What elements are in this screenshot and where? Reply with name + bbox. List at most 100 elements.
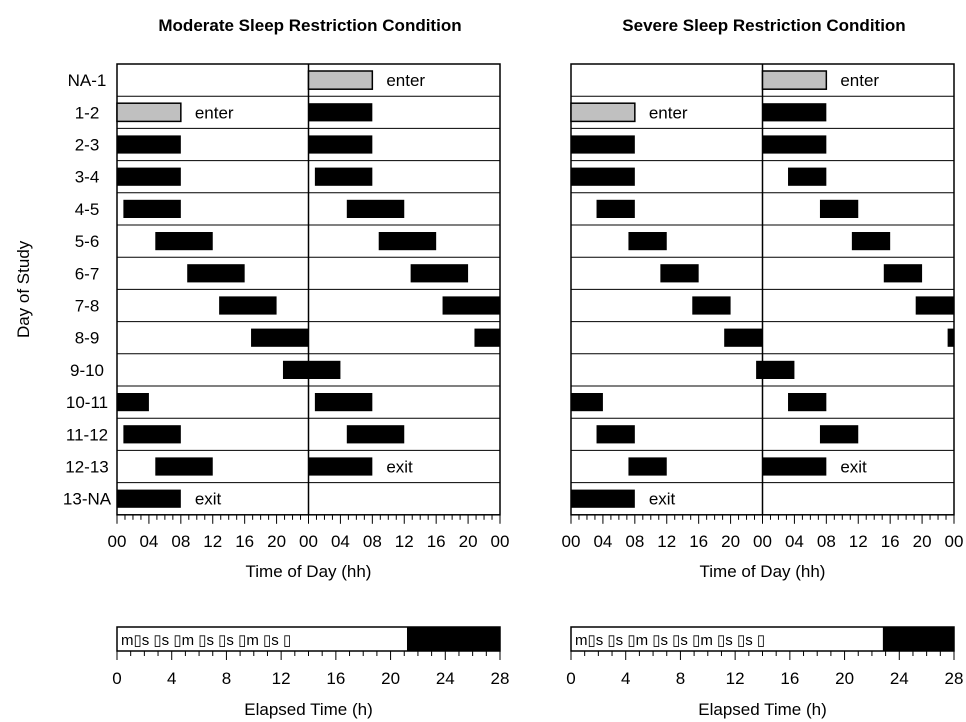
- sleep-bar: [155, 232, 213, 251]
- sleep-bar: [123, 199, 181, 218]
- x-tick-label: 00: [562, 532, 581, 551]
- x-tick-label: 12: [395, 532, 414, 551]
- x-tick-label: 20: [267, 532, 286, 551]
- sleep-bar: [219, 296, 277, 315]
- sleep-bar: [442, 296, 500, 315]
- day-label: 8-9: [75, 329, 100, 348]
- schedule-symbols: m▯s ▯s ▯m ▯s ▯s ▯m ▯s ▯s ▯: [575, 632, 765, 649]
- day-label: NA-1: [68, 71, 107, 90]
- elapsed-tick-label: 16: [326, 669, 345, 688]
- sleep-bar: [571, 393, 603, 412]
- sleep-bar: [660, 264, 699, 283]
- sleep-bar: [692, 296, 731, 315]
- sleep-bar: [915, 296, 954, 315]
- elapsed-tick-label: 4: [167, 669, 176, 688]
- elapsed-tick-label: 24: [436, 669, 455, 688]
- day-label: 9-10: [70, 361, 104, 380]
- row-annotation: exit: [195, 490, 222, 509]
- gray-sleep-bar: [307, 70, 374, 90]
- day-label: 5-6: [75, 232, 100, 251]
- elapsed-tick-label: 16: [780, 669, 799, 688]
- x-tick-label: 16: [427, 532, 446, 551]
- sleep-bar: [596, 199, 635, 218]
- sleep-bar: [251, 328, 309, 347]
- x-tick-label: 16: [881, 532, 900, 551]
- sleep-bar: [571, 135, 635, 154]
- row-annotation: enter: [386, 71, 425, 90]
- x-tick-label: 16: [689, 532, 708, 551]
- schedule-symbols: m▯s ▯s ▯m ▯s ▯s ▯m ▯s ▯: [121, 632, 291, 649]
- elapsed-tick-label: 20: [835, 669, 854, 688]
- day-label: 6-7: [75, 264, 100, 283]
- x-tick-label: 20: [459, 532, 478, 551]
- elapsed-tick-label: 0: [566, 669, 575, 688]
- day-label: 7-8: [75, 297, 100, 316]
- sleep-bar: [187, 264, 245, 283]
- sleep-bar: [314, 167, 373, 186]
- sleep-bar: [117, 393, 149, 412]
- day-label: 3-4: [75, 168, 100, 187]
- elapsed-sleep-bar: [406, 627, 500, 651]
- x-tick-label: 12: [849, 532, 868, 551]
- elapsed-axis-label: Elapsed Time (h): [244, 700, 373, 719]
- row-annotation: enter: [195, 103, 234, 122]
- panel-severe: Severe Sleep Restriction Condition enter e…: [562, 16, 964, 719]
- x-tick-label: 16: [235, 532, 254, 551]
- sleep-bar: [762, 103, 827, 122]
- sleep-bar: [308, 103, 373, 122]
- sleep-bar: [819, 425, 859, 444]
- row-annotation: enter: [840, 71, 879, 90]
- elapsed-tick-label: 12: [726, 669, 745, 688]
- sleep-bar: [117, 167, 181, 186]
- sleep-bar: [474, 328, 500, 347]
- panel-moderate: Moderate Sleep Restriction Condition ente…: [108, 16, 510, 719]
- elapsed-tick-label: 12: [272, 669, 291, 688]
- x-tick-label: 04: [593, 532, 612, 551]
- elapsed-tick-label: 20: [381, 669, 400, 688]
- x-tick-label: 08: [171, 532, 190, 551]
- sleep-bar: [628, 232, 667, 251]
- x-tick-label: 12: [657, 532, 676, 551]
- sleep-bar: [410, 264, 469, 283]
- elapsed-tick-label: 8: [676, 669, 685, 688]
- sleep-bar: [762, 135, 827, 154]
- row-annotation: enter: [649, 103, 688, 122]
- gray-sleep-bar: [761, 70, 828, 90]
- x-tick-label: 00: [299, 532, 318, 551]
- row-annotation: exit: [649, 490, 676, 509]
- sleep-bar: [851, 232, 891, 251]
- x-tick-label: 08: [817, 532, 836, 551]
- sleep-bar: [724, 328, 763, 347]
- elapsed-tick-label: 8: [222, 669, 231, 688]
- sleep-bar: [314, 393, 373, 412]
- x-tick-label: 00: [108, 532, 127, 551]
- x-axis-label: Time of Day (hh): [246, 562, 372, 581]
- elapsed-tick-label: 4: [621, 669, 630, 688]
- sleep-bar: [628, 457, 667, 476]
- x-tick-label: 04: [785, 532, 804, 551]
- sleep-bar: [117, 135, 181, 154]
- x-tick-label: 00: [945, 532, 964, 551]
- gray-sleep-bar: [116, 102, 182, 123]
- elapsed-sleep-bar: [882, 627, 954, 651]
- x-tick-label: 20: [721, 532, 740, 551]
- row-annotation: exit: [386, 458, 413, 477]
- day-label: 10-11: [66, 393, 108, 412]
- day-label: 1-2: [75, 103, 100, 122]
- panel-title: Moderate Sleep Restriction Condition: [158, 16, 461, 35]
- day-label: 13-NA: [63, 490, 112, 509]
- day-label: 11-12: [66, 425, 108, 444]
- x-tick-label: 04: [139, 532, 158, 551]
- sleep-bar: [947, 328, 954, 347]
- elapsed-tick-label: 0: [112, 669, 121, 688]
- sleep-bar: [308, 457, 373, 476]
- elapsed-tick-label: 24: [890, 669, 909, 688]
- day-label: 4-5: [75, 200, 100, 219]
- sleep-bar: [571, 167, 635, 186]
- sleep-bar: [155, 457, 213, 476]
- sleep-bar: [788, 167, 827, 186]
- sleep-bar: [788, 393, 827, 412]
- panel-title: Severe Sleep Restriction Condition: [622, 16, 905, 35]
- x-axis-label: Time of Day (hh): [700, 562, 826, 581]
